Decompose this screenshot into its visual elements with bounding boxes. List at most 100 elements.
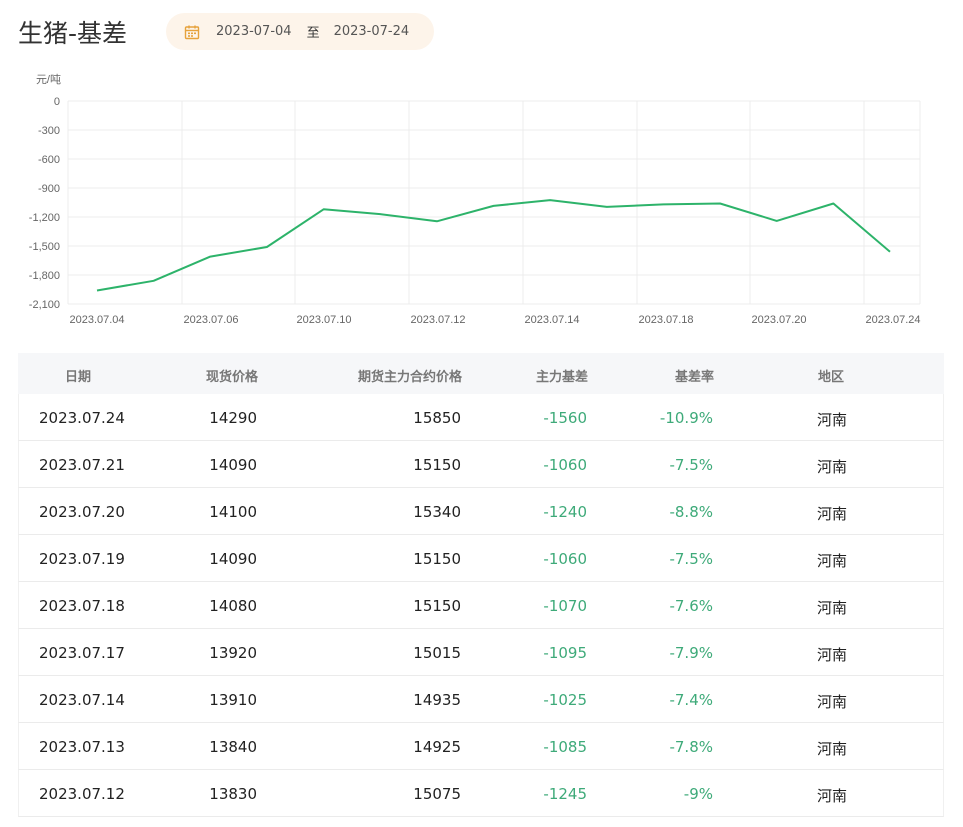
cell-date: 2023.07.24 [39, 409, 125, 427]
table-row: 2023.07.13 13840 14925 -1085 -7.8% 河南 [18, 723, 944, 770]
cell-region: 河南 [817, 552, 848, 570]
table-row: 2023.07.24 14290 15850 -1560 -10.9% 河南 [18, 394, 944, 441]
cell-futures-price: 15150 [413, 550, 461, 568]
x-tick-label: 2023.07.12 [410, 314, 465, 326]
cell-date: 2023.07.12 [39, 785, 125, 803]
header-futures-price: 期货主力合约价格 [357, 370, 462, 385]
data-point [889, 251, 891, 253]
cell-spot-price: 13830 [209, 785, 257, 803]
y-tick-label: -2,100 [29, 299, 60, 311]
table-row: 2023.07.17 13920 15015 -1095 -7.9% 河南 [18, 629, 944, 676]
cell-spot-price: 13910 [209, 691, 257, 709]
data-point [493, 205, 495, 207]
x-tick-label: 2023.07.06 [183, 314, 238, 326]
table-row: 2023.07.18 14080 15150 -1070 -7.6% 河南 [18, 582, 944, 629]
cell-spot-price: 14100 [209, 503, 257, 521]
cell-basis: -1060 [543, 550, 587, 568]
cell-basis-rate: -7.9% [669, 644, 713, 662]
header-basis-rate: 基差率 [674, 370, 714, 385]
y-tick-label: -600 [38, 154, 60, 166]
cell-futures-price: 15340 [413, 503, 461, 521]
cell-date: 2023.07.13 [39, 738, 125, 756]
header-region: 地区 [818, 370, 845, 385]
basis-line-chart: 元/吨 0 -300 -600 -900 -1,200 -1,500 -1,800 -2,100… [29, 73, 921, 326]
y-tick-label: -900 [38, 183, 60, 195]
cell-basis: -1085 [543, 738, 587, 756]
cell-spot-price: 14090 [209, 456, 257, 474]
data-point [549, 199, 551, 201]
data-point [662, 203, 664, 205]
cell-futures-price: 15850 [413, 409, 461, 427]
table-row: 2023.07.12 13830 15075 -1245 -9% 河南 [18, 770, 944, 817]
cell-date: 2023.07.14 [39, 691, 125, 709]
data-point [266, 246, 268, 248]
data-point [209, 256, 211, 258]
cell-basis-rate: -7.5% [669, 456, 713, 474]
cell-date: 2023.07.17 [39, 644, 125, 662]
header-basis: 主力基差 [535, 370, 588, 385]
data-point [96, 289, 98, 291]
cell-spot-price: 13920 [209, 644, 257, 662]
table-row: 2023.07.21 14090 15150 -1060 -7.5% 河南 [18, 441, 944, 488]
y-tick-label: -1,800 [29, 270, 60, 282]
cell-basis-rate: -7.8% [669, 738, 713, 756]
y-tick-label: -1,200 [29, 212, 60, 224]
x-tick-label: 2023.07.04 [69, 314, 124, 326]
cell-spot-price: 14080 [209, 597, 257, 615]
cell-basis-rate: -9% [683, 785, 713, 803]
cell-futures-price: 15015 [413, 644, 461, 662]
data-point [153, 280, 155, 282]
y-axis-unit-label: 元/吨 [36, 73, 61, 86]
data-point [436, 220, 438, 222]
cell-futures-price: 15150 [413, 456, 461, 474]
table-body: 2023.07.24 14290 15850 -1560 -10.9% 河南 2023.07… [18, 394, 944, 817]
cell-basis: -1070 [543, 597, 587, 615]
cell-region: 河南 [817, 458, 848, 476]
cell-futures-price: 15075 [413, 785, 461, 803]
cell-futures-price: 14925 [413, 738, 461, 756]
cell-spot-price: 14290 [209, 409, 257, 427]
date-range-separator: 至 [306, 26, 320, 41]
x-tick-label: 2023.07.20 [751, 314, 806, 326]
basis-series-line [96, 199, 891, 292]
basis-table: 日期 现货价格 期货主力合约价格 主力基差 基差率 地区 2023.07.24 1… [18, 353, 944, 817]
cell-basis: -1240 [543, 503, 587, 521]
table-row: 2023.07.14 13910 14935 -1025 -7.4% 河南 [18, 676, 944, 723]
cell-region: 河南 [817, 646, 848, 664]
data-point [379, 213, 381, 215]
cell-region: 河南 [817, 740, 848, 758]
cell-basis: -1025 [543, 691, 587, 709]
cell-basis: -1095 [543, 644, 587, 662]
cell-region: 河南 [817, 411, 848, 429]
header-date: 日期 [65, 370, 92, 385]
data-point [832, 202, 834, 204]
y-tick-label: -1,500 [29, 241, 60, 253]
cell-basis-rate: -7.5% [669, 550, 713, 568]
date-range-picker[interactable]: 2023-07-04 至 2023-07-24 [166, 13, 434, 50]
end-date-input[interactable]: 2023-07-24 [333, 24, 410, 39]
cell-basis-rate: -7.6% [669, 597, 713, 615]
x-tick-label: 2023.07.24 [865, 314, 920, 326]
cell-spot-price: 14090 [209, 550, 257, 568]
table-row: 2023.07.19 14090 15150 -1060 -7.5% 河南 [18, 535, 944, 582]
start-date-input[interactable]: 2023-07-04 [216, 24, 292, 39]
x-tick-label: 2023.07.10 [296, 314, 351, 326]
x-tick-label: 2023.07.18 [638, 314, 693, 326]
data-point [323, 208, 325, 210]
cell-date: 2023.07.21 [39, 456, 125, 474]
table-row: 2023.07.20 14100 15340 -1240 -8.8% 河南 [18, 488, 944, 535]
cell-date: 2023.07.20 [39, 503, 125, 521]
cell-spot-price: 13840 [209, 738, 257, 756]
cell-region: 河南 [817, 693, 848, 711]
page-title: 生猪-基差 [18, 19, 128, 48]
cell-basis-rate: -8.8% [669, 503, 713, 521]
data-point [606, 206, 608, 208]
cell-date: 2023.07.18 [39, 597, 125, 615]
cell-region: 河南 [817, 787, 848, 805]
header-spot-price: 现货价格 [205, 370, 258, 385]
cell-basis: -1060 [543, 456, 587, 474]
cell-region: 河南 [817, 599, 848, 617]
x-tick-label: 2023.07.14 [524, 314, 579, 326]
table-header: 日期 现货价格 期货主力合约价格 主力基差 基差率 地区 [18, 353, 944, 394]
y-tick-label: 0 [54, 96, 60, 108]
